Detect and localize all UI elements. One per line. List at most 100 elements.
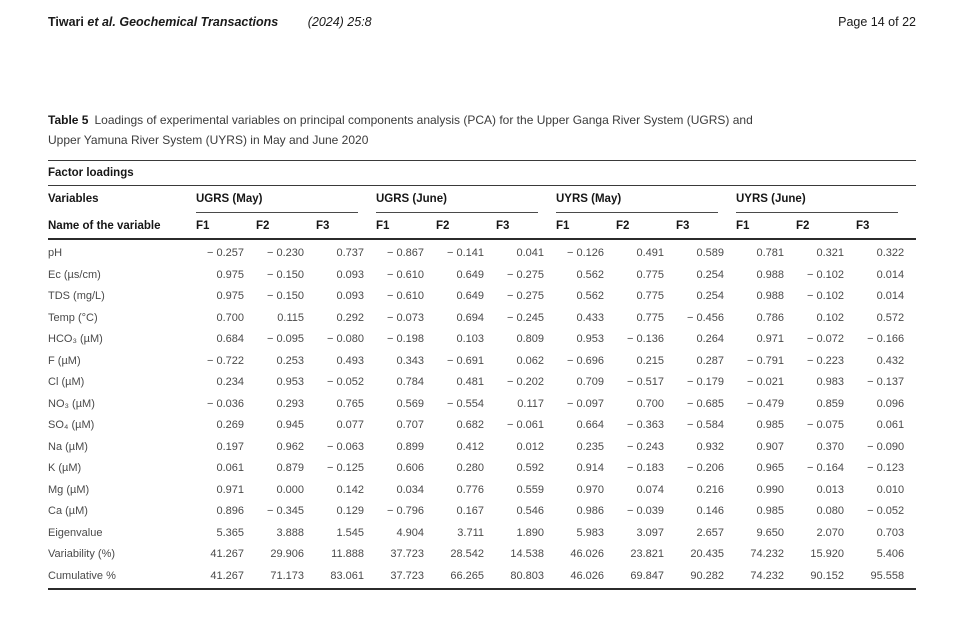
group-header-uyrs-may: UYRS (May): [556, 186, 736, 213]
table-row: Ec (µs/cm) 0.975 − 0.150 0.093 − 0.610 0.649…: [48, 264, 916, 286]
loading-value: 0.412: [456, 440, 484, 453]
variable-name: Ec (µs/cm): [48, 268, 101, 281]
loading-value: − 0.126: [566, 247, 604, 259]
loading-value: 0.589: [696, 247, 724, 259]
variable-name: NO₃ (µM): [48, 397, 95, 410]
loading-value: − 0.061: [506, 419, 544, 431]
table-row: K (µM) 0.061 0.879 − 0.125 0.606 0.280 0.592 0…: [48, 458, 916, 480]
loading-value: − 0.796: [386, 505, 424, 517]
loading-value: 0.432: [876, 354, 905, 367]
loading-value: 0.932: [696, 440, 724, 453]
loading-value: − 0.198: [386, 333, 424, 345]
loading-value: − 0.275: [506, 268, 544, 281]
table-row: TDS (mg/L) 0.975 − 0.150 0.093 − 0.610 0.649…: [48, 286, 916, 308]
table-row: Na (µM) 0.197 0.962 − 0.063 0.899 0.412 0.012…: [48, 436, 916, 458]
loading-value: 3.888: [276, 526, 304, 539]
loading-value: 0.264: [696, 333, 724, 345]
loading-value: 0.990: [756, 483, 784, 496]
factor-header-f1: F1: [196, 213, 256, 240]
loading-value: − 0.223: [806, 354, 844, 367]
factor-header-f3: F3: [496, 213, 556, 240]
loading-value: 0.010: [876, 483, 905, 496]
loading-value: 0.269: [216, 419, 244, 431]
author-name: Tiwari: [48, 15, 84, 29]
factor-header-f2: F2: [256, 213, 316, 240]
loading-value: 0.234: [216, 376, 244, 388]
loading-value: 0.216: [696, 483, 724, 496]
loading-value: 15.920: [810, 548, 844, 560]
loading-value: − 0.243: [626, 440, 664, 453]
group-header-uyrs-june: UYRS (June): [736, 186, 916, 213]
loading-value: − 0.123: [867, 462, 905, 474]
group-label: UYRS (June): [736, 193, 899, 213]
loading-value: − 0.202: [506, 376, 544, 388]
loading-value: 0.988: [756, 268, 784, 281]
loading-value: 90.282: [676, 565, 736, 590]
loading-value: 0.664: [576, 419, 604, 431]
loading-value: − 0.150: [266, 268, 304, 281]
variable-name: F (µM): [48, 354, 81, 367]
loading-value: 0.215: [636, 354, 664, 367]
factor-header-f1: F1: [376, 213, 436, 240]
loading-value: 0.907: [756, 440, 784, 453]
loading-value: 0.013: [816, 483, 844, 496]
loading-value: 74.232: [750, 548, 784, 560]
loading-value: 0.034: [396, 483, 424, 496]
table-caption-label: Table 5: [48, 113, 89, 127]
loading-value: − 0.517: [626, 376, 664, 388]
loading-value: 69.847: [616, 565, 676, 590]
loading-value: 1.545: [336, 526, 364, 539]
loading-value: − 0.090: [867, 440, 905, 453]
loading-value: 0.776: [456, 483, 484, 496]
loading-value: 0.433: [576, 311, 604, 324]
factor-header-f2: F2: [616, 213, 676, 240]
loading-value: 0.649: [456, 268, 484, 281]
loading-value: − 0.275: [506, 290, 544, 302]
loading-value: 0.115: [277, 311, 304, 324]
factor-header-f2: F2: [436, 213, 496, 240]
loading-value: − 0.610: [386, 268, 424, 281]
loading-value: − 0.136: [626, 333, 664, 345]
loading-value: 28.542: [450, 548, 484, 560]
loading-value: 80.803: [496, 565, 556, 590]
loading-value: 0.953: [276, 376, 304, 388]
loading-value: 0.775: [636, 311, 664, 324]
loading-value: 0.102: [816, 311, 844, 324]
factor-header-f3: F3: [316, 213, 376, 240]
loading-value: 0.012: [516, 440, 544, 453]
loading-value: 0.985: [756, 505, 784, 517]
variable-name: TDS (mg/L): [48, 290, 105, 302]
loading-value: 0.971: [216, 483, 244, 496]
loading-value: 23.821: [630, 548, 664, 560]
loading-value: 0.167: [456, 505, 484, 517]
loading-value: 0.971: [756, 333, 784, 345]
loading-value: 37.723: [376, 565, 436, 590]
loading-value: − 0.257: [206, 247, 244, 259]
factor-header-f2: F2: [796, 213, 856, 240]
section-header-row: Factor loadings: [48, 160, 917, 186]
group-label: UGRS (May): [196, 193, 358, 213]
loading-value: − 0.183: [626, 462, 664, 474]
table-body: pH − 0.257 − 0.230 0.737 − 0.867 − 0.141 0.04…: [48, 239, 917, 590]
variable-name: Mg (µM): [48, 483, 90, 496]
loading-value: 0.080: [816, 505, 844, 517]
loading-value: 0.592: [516, 462, 544, 474]
loading-value: 0.559: [516, 483, 544, 496]
loading-value: − 0.080: [326, 333, 364, 345]
loading-value: 0.700: [636, 397, 664, 410]
loading-value: − 0.554: [446, 397, 484, 410]
journal-name: et al. Geochemical Transactions: [87, 15, 279, 29]
loading-value: 0.280: [456, 462, 484, 474]
loading-value: − 0.685: [686, 397, 724, 410]
loading-value: 0.988: [756, 290, 784, 302]
loading-value: 3.711: [457, 526, 484, 539]
loading-value: − 0.164: [806, 462, 844, 474]
loading-value: 0.700: [216, 311, 244, 324]
loading-value: − 0.021: [746, 376, 784, 388]
loading-value: 0.965: [756, 462, 784, 474]
factor-header-f1: F1: [556, 213, 616, 240]
loading-value: − 0.125: [326, 462, 364, 474]
loading-value: 0.684: [216, 333, 244, 345]
table-caption: Table 5 Loadings of experimental variable…: [48, 110, 918, 150]
group-header-ugrs-june: UGRS (June): [376, 186, 556, 213]
